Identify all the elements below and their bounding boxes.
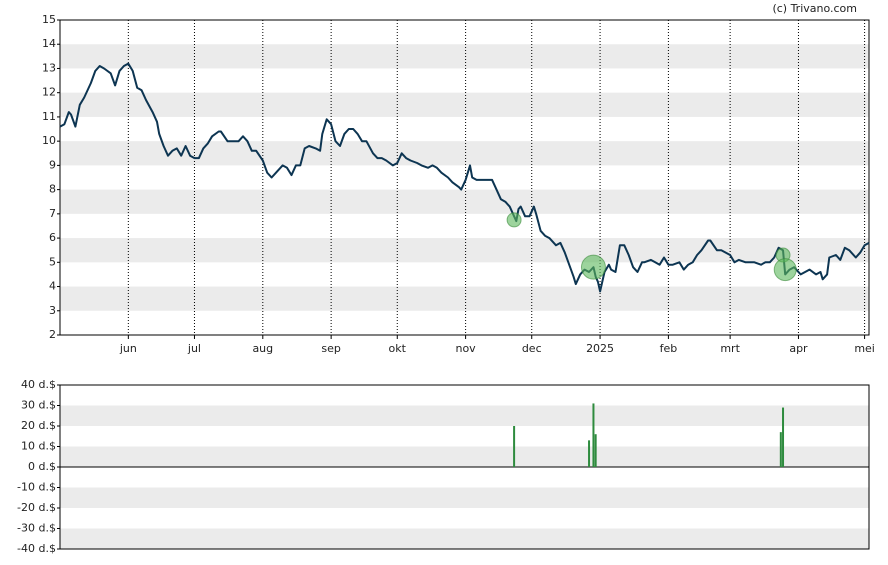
y-tick-label: 13	[42, 61, 56, 74]
y-tick-label: 10 d.$	[21, 440, 56, 453]
y-tick-label: 8	[49, 183, 56, 196]
y-tick-label: 2	[49, 328, 56, 341]
y-tick-label: -20 d.$	[17, 501, 56, 514]
grid-band	[60, 528, 869, 549]
credit: (c) Trivano.com	[772, 2, 857, 15]
y-tick-label: 7	[49, 207, 56, 220]
y-tick-label: 3	[49, 304, 56, 317]
x-tick-label: dec	[522, 342, 542, 355]
y-tick-label: -10 d.$	[17, 481, 56, 494]
y-tick-label: 4	[49, 280, 56, 293]
y-tick-label: 40 d.$	[21, 378, 56, 391]
y-tick-label: 9	[49, 158, 56, 171]
bar	[513, 426, 516, 467]
y-tick-label: 30 d.$	[21, 399, 56, 412]
x-tick-label: jul	[187, 342, 201, 355]
price-line	[59, 62, 870, 293]
y-tick-label: 12	[42, 86, 56, 99]
bar	[779, 432, 782, 467]
bar	[594, 434, 597, 467]
grid-band	[60, 286, 869, 311]
y-tick-label: 5	[49, 255, 56, 268]
x-tick-label: okt	[389, 342, 407, 355]
x-tick-label: jun	[119, 342, 137, 355]
plot-frame	[59, 19, 870, 336]
y-tick-label: -40 d.$	[17, 542, 56, 555]
grid-band	[60, 92, 869, 117]
x-tick-label: nov	[455, 342, 476, 355]
grid-band	[60, 446, 869, 467]
x-tick-label: sep	[321, 342, 340, 355]
x-tick-label: aug	[252, 342, 273, 355]
grid-band	[60, 405, 869, 426]
x-tick-label: 2025	[586, 342, 614, 355]
grid-band	[60, 238, 869, 263]
trade-marker	[580, 254, 606, 280]
grid-band	[60, 44, 869, 69]
x-tick-label: mrt	[720, 342, 740, 355]
grid-band	[60, 487, 869, 508]
trade-marker	[506, 212, 522, 228]
y-tick-label: -30 d.$	[17, 522, 56, 535]
bar	[592, 403, 595, 467]
y-tick-label: 6	[49, 231, 56, 244]
bar	[782, 407, 785, 467]
x-tick-label: feb	[660, 342, 678, 355]
trade-marker	[773, 258, 797, 282]
y-tick-label: 15	[42, 13, 56, 26]
grid-band	[60, 189, 869, 214]
y-tick-label: 11	[42, 110, 56, 123]
x-tick-label: apr	[789, 342, 808, 355]
y-tick-label: 10	[42, 134, 56, 147]
y-tick-label: 20 d.$	[21, 419, 56, 432]
bar	[588, 440, 591, 467]
y-tick-label: 14	[42, 37, 56, 50]
y-tick-label: 0 d.$	[28, 460, 56, 473]
x-tick-label: mei	[854, 342, 875, 355]
